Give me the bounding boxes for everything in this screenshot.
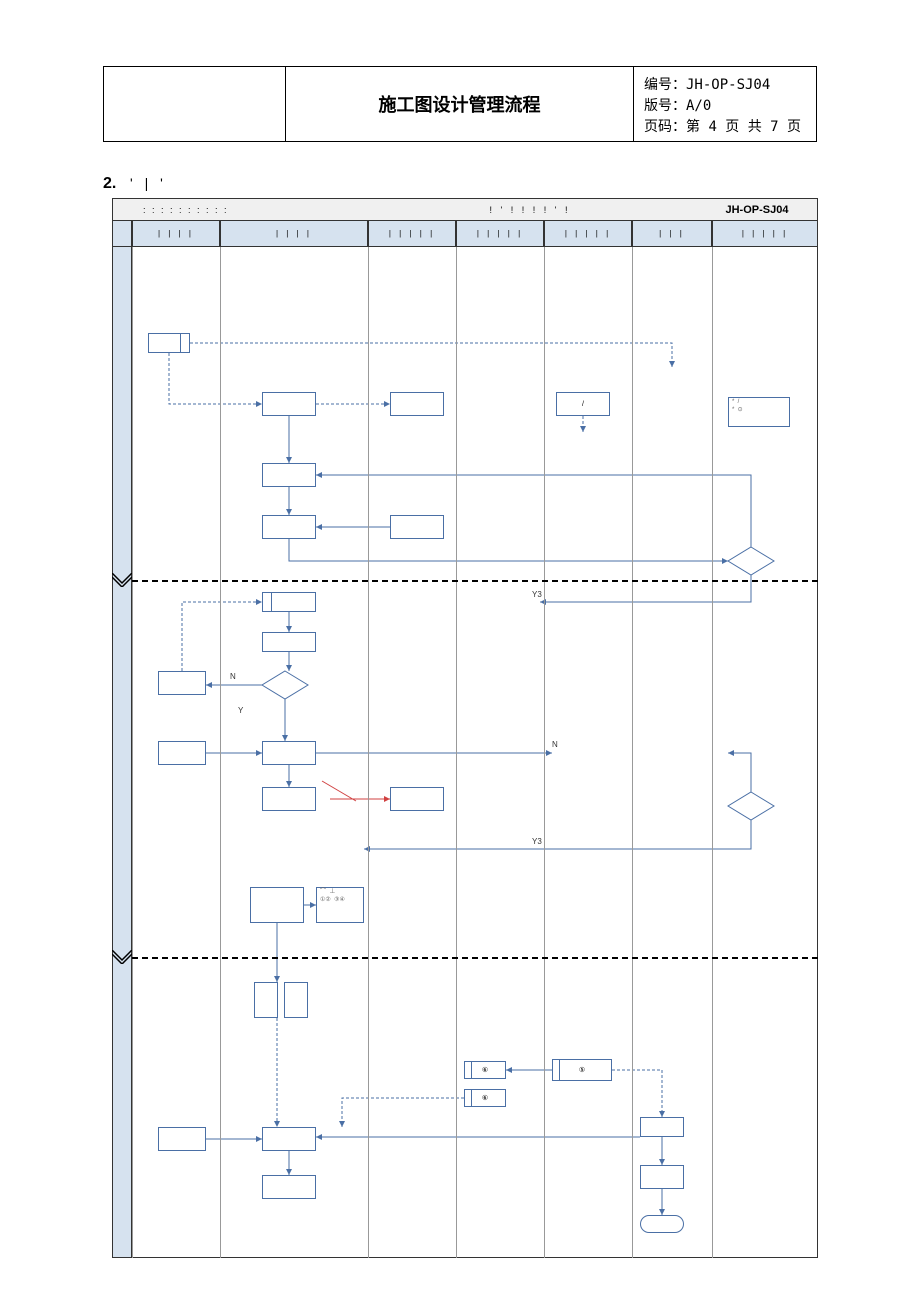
flowchart-node-n2 (262, 392, 316, 416)
column-header: | | | (632, 221, 712, 247)
column-header: | | | | (132, 221, 220, 247)
header-version-row: 版号：A/0 (644, 96, 806, 117)
title-band-left: : : : : : : : : : : (113, 199, 363, 220)
flowchart-node-n26 (640, 1117, 684, 1137)
flowchart-node-n15 (390, 787, 444, 811)
flowchart-node-n14 (262, 787, 316, 811)
flowchart-node-n24 (262, 1127, 316, 1151)
code-value: JH-OP-SJ04 (686, 77, 770, 93)
column-header-row: | | | || | | || | | | || | | | || | | | … (112, 221, 818, 247)
header-logo-cell (104, 67, 286, 141)
version-label: 版号： (644, 98, 686, 114)
flowchart-node-n12 (158, 741, 206, 765)
code-label: 编号： (644, 77, 686, 93)
flowchart-node-n22b (552, 1059, 560, 1081)
node-marks: ⌒ ⊥ ①② ③④ (320, 889, 345, 905)
flowchart-node-n10 (262, 632, 316, 652)
column-header (112, 221, 132, 247)
flowchart-node-n3 (390, 392, 444, 416)
flowchart-node-n18 (254, 982, 278, 1018)
column-header: | | | | | (544, 221, 632, 247)
page-suffix: 页 (779, 119, 801, 135)
flowchart-node-n7 (262, 515, 316, 539)
section-number: 2. (103, 175, 116, 193)
flowchart-node-n4: / (556, 392, 610, 416)
flowchart-node-n16 (250, 887, 304, 923)
page-current: 4 (708, 119, 716, 135)
page-mid: 页 共 (717, 119, 770, 135)
page-prefix: 第 (686, 119, 708, 135)
flowchart-node-n20b (464, 1061, 472, 1079)
flowchart-node-n19 (284, 982, 308, 1018)
header-page-row: 页码：第 4 页 共 7 页 (644, 117, 806, 138)
flowchart-node-n6 (262, 463, 316, 487)
flowchart-node-n11 (158, 671, 206, 695)
flowchart-node-n9b (262, 592, 272, 612)
flowchart-node-n27 (640, 1165, 684, 1189)
title-band-mid: ! ' ! ! ! ! ' ! (363, 199, 697, 220)
column-header: | | | | | (456, 221, 544, 247)
node-marks: * / * ⊙ (732, 399, 743, 415)
flowchart-terminator (640, 1215, 684, 1233)
flowchart-node-n25 (262, 1175, 316, 1199)
header-code-row: 编号：JH-OP-SJ04 (644, 75, 806, 96)
column-header: | | | | | (368, 221, 456, 247)
section-title: ' | ' (130, 175, 167, 191)
version-value: A/0 (686, 98, 711, 114)
header-meta-cell: 编号：JH-OP-SJ04 版号：A/0 页码：第 4 页 共 7 页 (634, 67, 816, 141)
column-header: | | | | (220, 221, 368, 247)
document-title: 施工图设计管理流程 (379, 91, 541, 117)
phase-column (112, 247, 132, 1258)
phase-divider (132, 580, 818, 582)
flowchart: : : : : : : : : : : ! ' ! ! ! ! ' ! JH-O… (112, 198, 818, 1258)
title-band-right: JH-OP-SJ04 (697, 199, 817, 220)
document-header: 施工图设计管理流程 编号：JH-OP-SJ04 版号：A/0 页码：第 4 页 … (103, 66, 817, 142)
page-label: 页码： (644, 119, 686, 135)
flowchart-node-n13 (262, 741, 316, 765)
column-header: | | | | | (712, 221, 818, 247)
page-total: 7 (770, 119, 778, 135)
flowchart-node-n22: ⑤ (552, 1059, 612, 1081)
flowchart-node-n21b (464, 1089, 472, 1107)
phase-divider (132, 957, 818, 959)
flowchart-node-n1b (180, 333, 190, 353)
header-title-cell: 施工图设计管理流程 (286, 67, 634, 141)
flowchart-node-n23 (158, 1127, 206, 1151)
flowchart-node-n8 (390, 515, 444, 539)
flowchart-title-band: : : : : : : : : : : ! ' ! ! ! ! ' ! JH-O… (112, 198, 818, 221)
